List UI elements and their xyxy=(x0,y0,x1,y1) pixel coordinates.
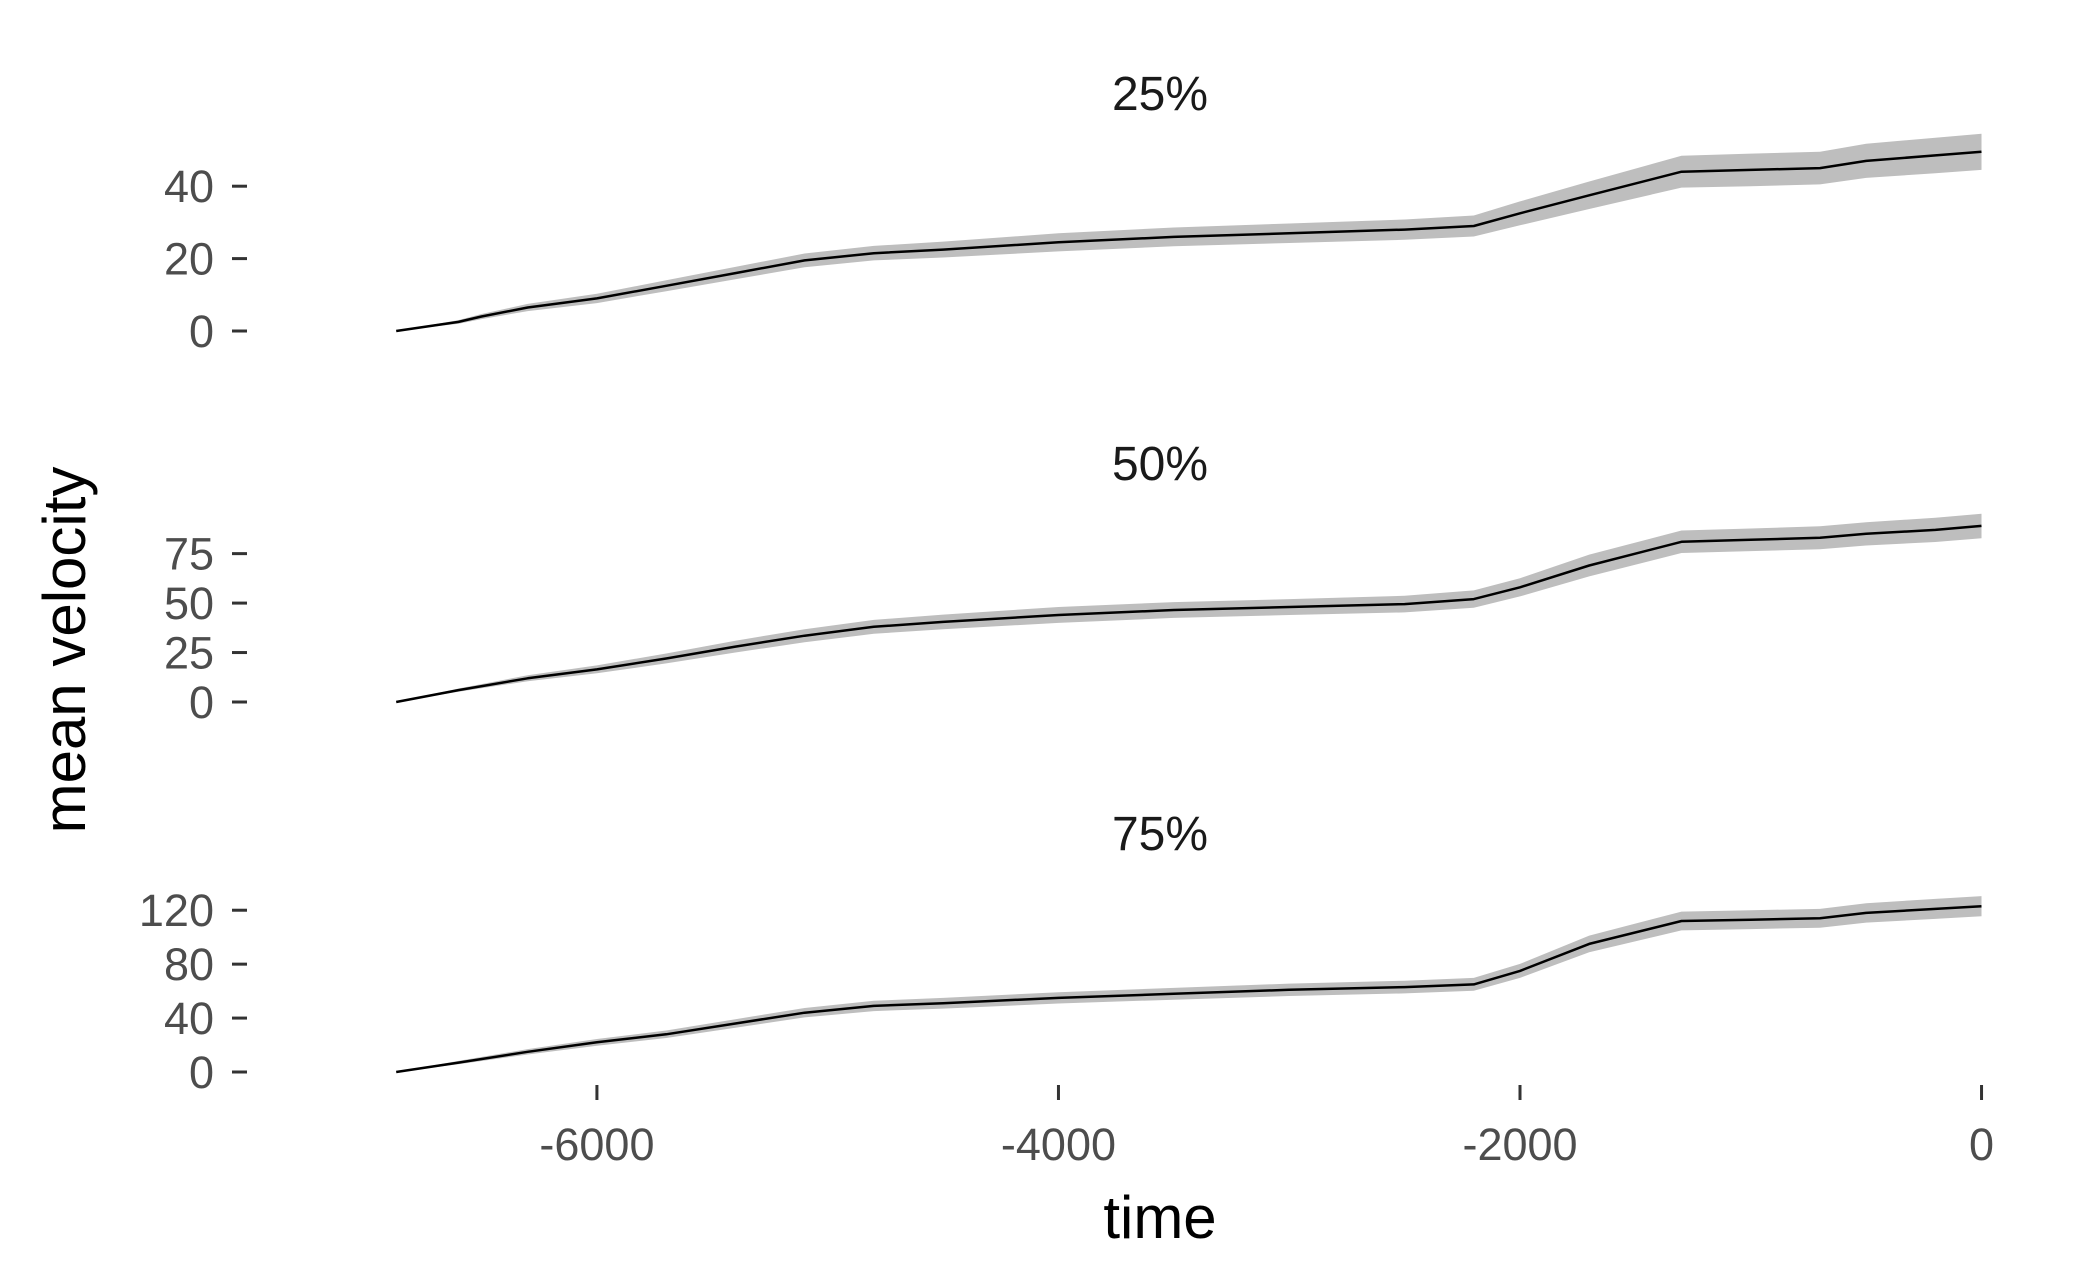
confidence-band xyxy=(396,513,1982,702)
y-tick-label: 0 xyxy=(189,1047,214,1098)
y-tick-label: 25 xyxy=(164,628,214,679)
y-tick-label: 40 xyxy=(164,993,214,1044)
y-tick-label: 120 xyxy=(139,885,214,936)
y-tick-label: 0 xyxy=(189,306,214,357)
panel-1: 25% 0 20 40 xyxy=(164,68,1982,357)
y-tick-label: 20 xyxy=(164,234,214,285)
y-tick-label: 50 xyxy=(164,578,214,629)
panel-title: 50% xyxy=(1112,438,1208,491)
mean-velocity-line xyxy=(396,904,1982,1074)
y-tick-label: 40 xyxy=(164,161,214,212)
y-tick-label: 75 xyxy=(164,529,214,580)
x-tick-label: -6000 xyxy=(539,1119,654,1170)
confidence-band xyxy=(396,133,1982,331)
x-axis: -6000 -4000 -2000 0 xyxy=(539,1085,1994,1170)
confidence-band xyxy=(396,896,1982,1072)
panel-title: 75% xyxy=(1112,808,1208,861)
panel-title: 25% xyxy=(1112,68,1208,121)
mean-velocity-line xyxy=(395,524,1982,704)
mean-velocity-line xyxy=(396,150,1982,333)
y-tick-label: 0 xyxy=(189,677,214,728)
y-axis-title: mean velocity xyxy=(31,467,98,834)
x-tick-label: 0 xyxy=(1969,1119,1994,1170)
x-tick-label: -2000 xyxy=(1462,1119,1577,1170)
x-tick-label: -4000 xyxy=(1001,1119,1116,1170)
y-tick-label: 80 xyxy=(164,939,214,990)
x-axis-title: time xyxy=(1103,1184,1216,1251)
